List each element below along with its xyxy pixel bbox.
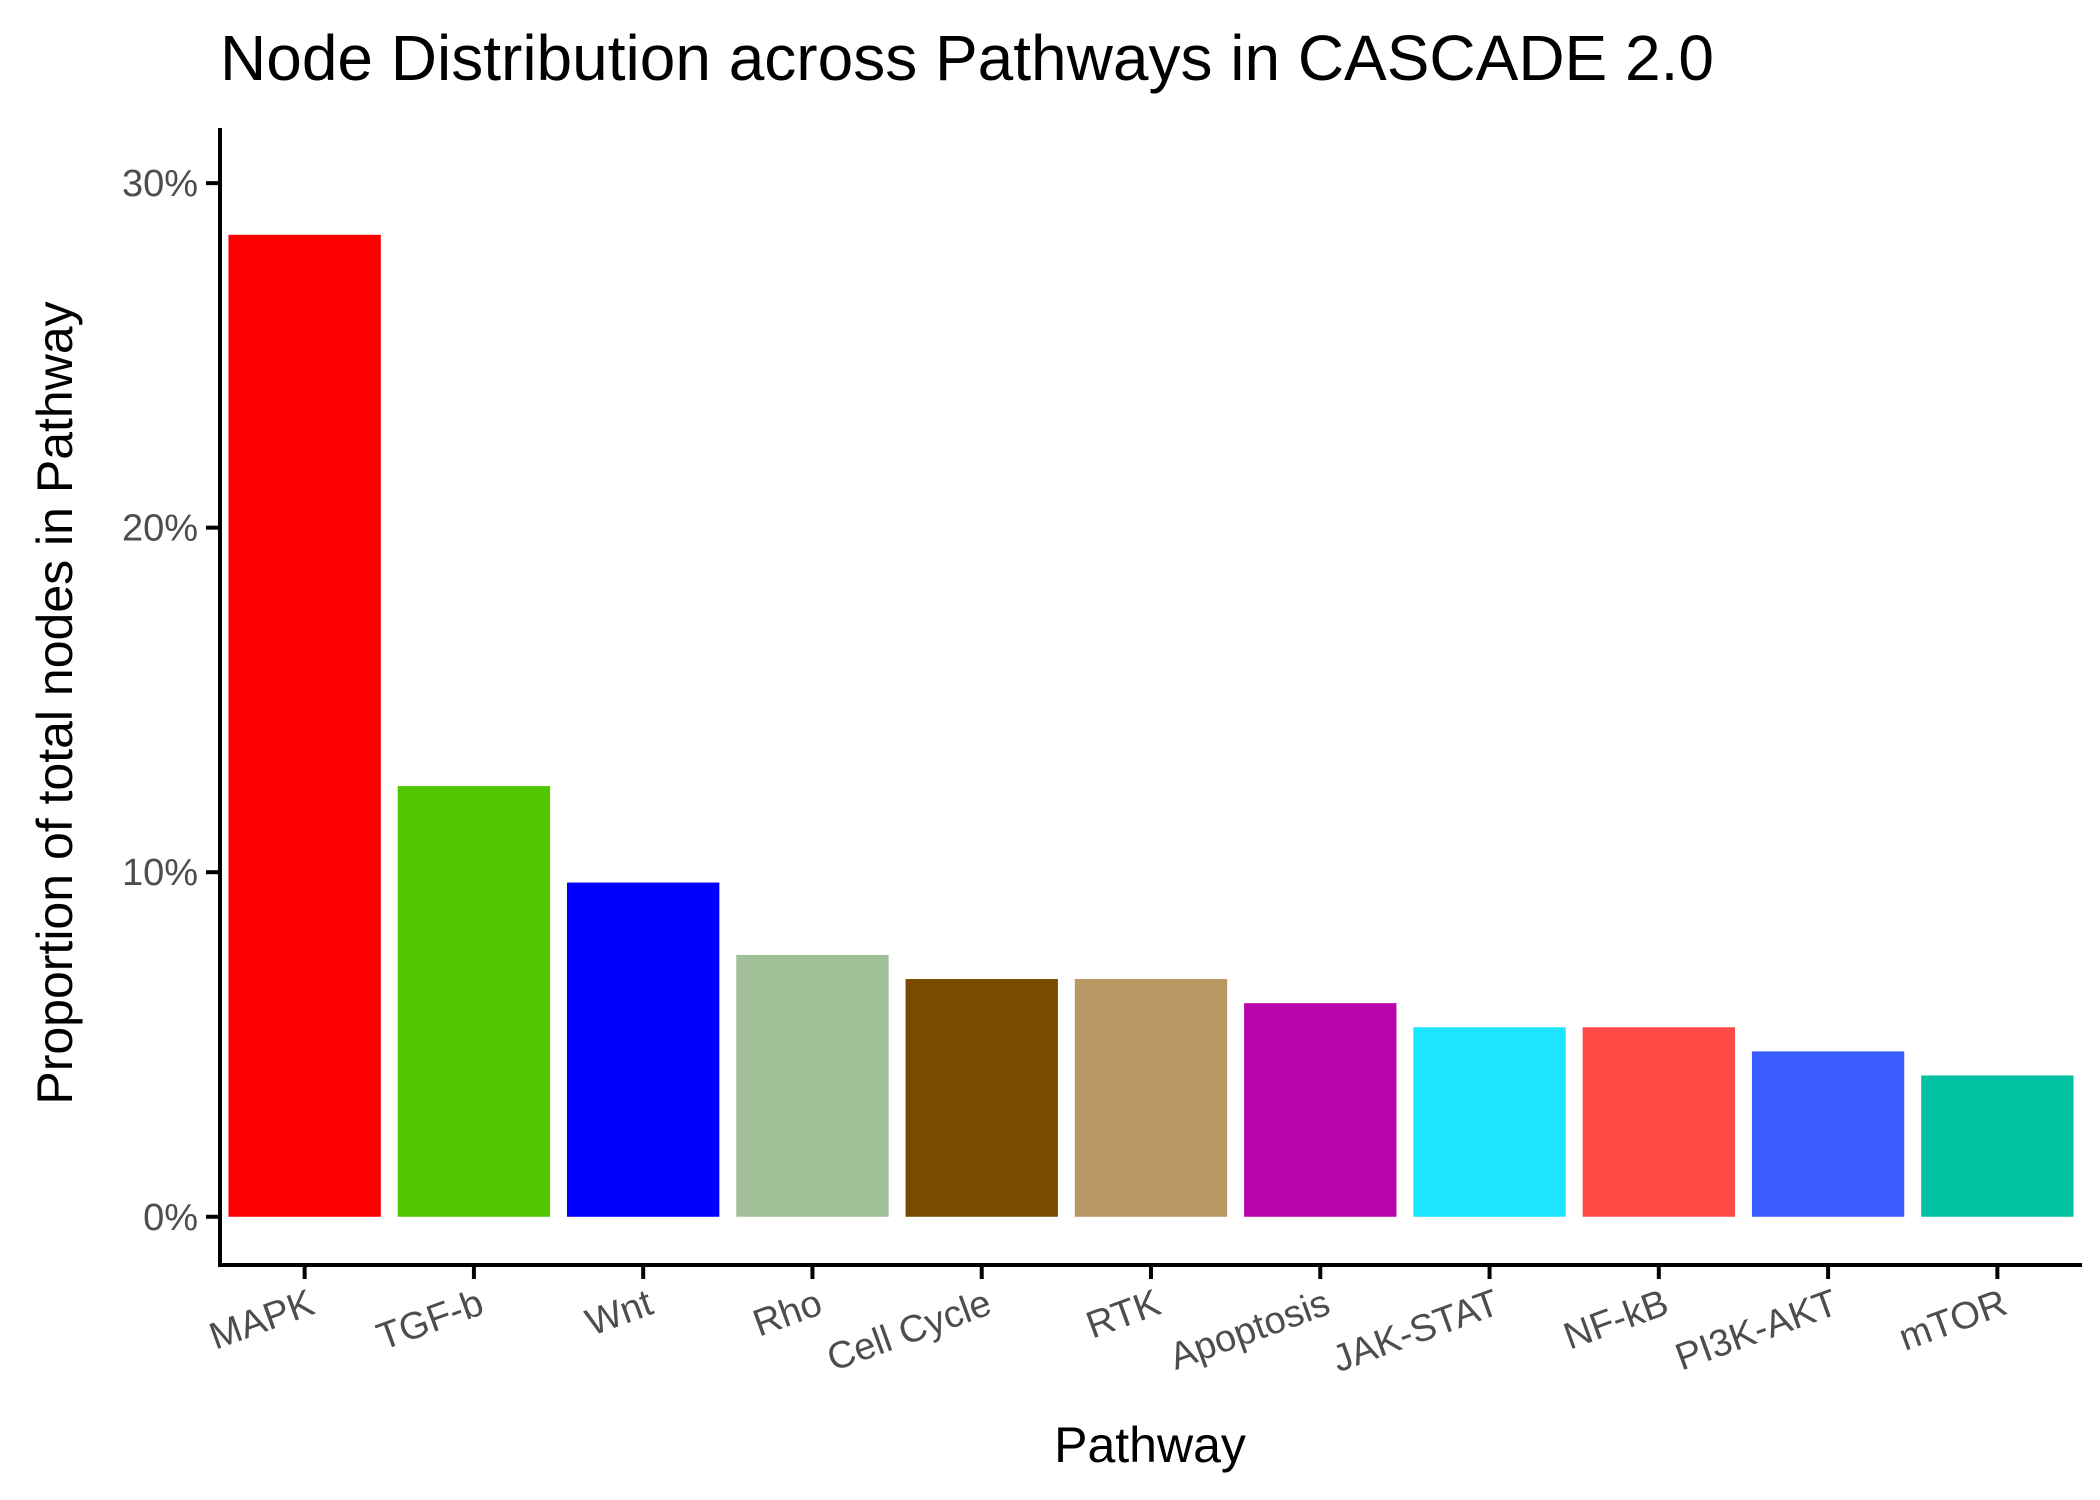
- chart-title: Node Distribution across Pathways in CAS…: [220, 22, 1714, 94]
- x-axis-title: Pathway: [1054, 1417, 1246, 1473]
- y-axis-title: Proportion of total nodes in Pathway: [27, 301, 83, 1104]
- y-tick-label: 20%: [122, 508, 198, 550]
- bar-wnt: [567, 882, 720, 1217]
- y-axis-ticks: 0% 10% 20% 30%: [122, 163, 220, 1239]
- bars-group: [228, 234, 2074, 1217]
- bar-mapk: [228, 234, 381, 1217]
- bar-nf-kb: [1582, 1027, 1735, 1217]
- y-tick-label: 10%: [122, 852, 198, 894]
- bar-apoptosis: [1244, 1003, 1397, 1217]
- x-tick-label: Wnt: [580, 1282, 658, 1345]
- x-tick-label: Rho: [748, 1282, 828, 1345]
- y-tick-label: 0%: [143, 1197, 198, 1239]
- bar-mtor: [1921, 1075, 2074, 1217]
- x-tick-label: Cell Cycle: [822, 1282, 997, 1380]
- bar-rtk: [1074, 979, 1228, 1217]
- bar-cell-cycle: [905, 979, 1058, 1217]
- x-tick-label: mTOR: [1894, 1282, 2013, 1359]
- bar-rho: [736, 954, 889, 1217]
- y-tick-label: 30%: [122, 163, 198, 205]
- bar-jak-stat: [1413, 1027, 1566, 1217]
- x-tick-label: RTK: [1081, 1282, 1166, 1347]
- bar-pi3k-akt: [1751, 1051, 1905, 1217]
- x-tick-label: NF-kB: [1558, 1282, 1674, 1358]
- x-tick-label: JAK-STAT: [1327, 1282, 1505, 1381]
- bar-tgf-b: [397, 786, 551, 1217]
- x-tick-label: TGF-b: [371, 1282, 489, 1359]
- x-tick-label: MAPK: [204, 1282, 320, 1358]
- x-tick-label: PI3K-AKT: [1670, 1282, 1843, 1379]
- x-tick-label: Apoptosis: [1164, 1282, 1335, 1379]
